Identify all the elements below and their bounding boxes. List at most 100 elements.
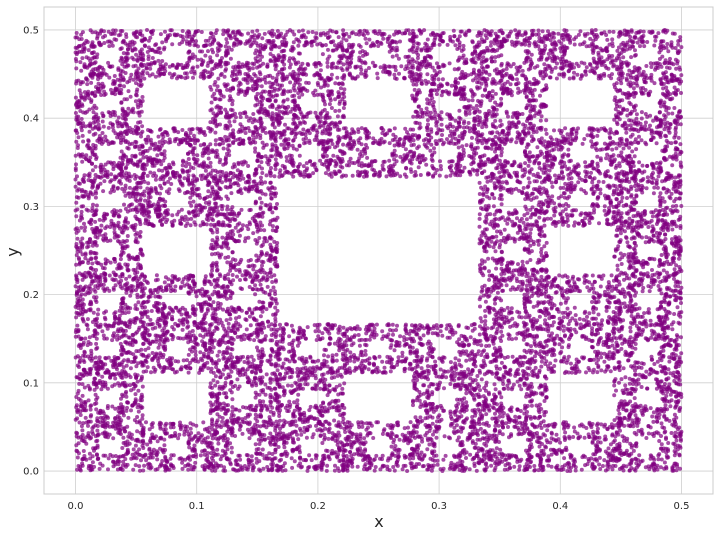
scatter-point bbox=[545, 216, 550, 221]
scatter-point bbox=[127, 185, 132, 190]
scatter-point bbox=[630, 149, 635, 154]
scatter-point bbox=[534, 32, 539, 37]
scatter-point bbox=[489, 463, 494, 468]
scatter-point bbox=[307, 408, 312, 413]
scatter-point bbox=[225, 87, 230, 92]
scatter-point bbox=[203, 274, 208, 279]
scatter-point bbox=[596, 357, 601, 362]
scatter-point bbox=[85, 317, 90, 322]
scatter-point bbox=[256, 437, 261, 442]
scatter-point bbox=[434, 435, 439, 440]
scatter-point bbox=[213, 142, 218, 147]
scatter-point bbox=[185, 358, 189, 363]
scatter-point bbox=[573, 313, 578, 318]
scatter-point bbox=[471, 67, 476, 72]
scatter-point bbox=[133, 232, 138, 237]
scatter-point bbox=[340, 386, 345, 391]
scatter-point bbox=[596, 342, 600, 347]
scatter-point bbox=[677, 452, 682, 457]
scatter-point bbox=[546, 29, 550, 34]
scatter-point bbox=[316, 334, 321, 339]
scatter-point bbox=[228, 123, 233, 128]
scatter-point bbox=[629, 314, 634, 318]
scatter-point bbox=[566, 223, 571, 228]
scatter-point bbox=[531, 28, 536, 33]
scatter-point bbox=[277, 45, 282, 50]
scatter-point bbox=[509, 306, 514, 311]
scatter-point bbox=[495, 290, 500, 295]
scatter-point bbox=[663, 237, 668, 241]
scatter-point bbox=[153, 325, 158, 330]
scatter-point bbox=[670, 327, 675, 332]
scatter-point bbox=[372, 468, 377, 473]
scatter-point bbox=[542, 62, 547, 67]
scatter-point bbox=[128, 76, 133, 80]
scatter-point bbox=[150, 421, 155, 426]
scatter-point bbox=[679, 335, 683, 340]
scatter-point bbox=[95, 424, 100, 428]
scatter-point bbox=[197, 370, 202, 375]
scatter-point bbox=[481, 55, 486, 60]
scatter-point bbox=[79, 128, 84, 133]
scatter-point bbox=[553, 358, 558, 363]
scatter-point bbox=[405, 469, 410, 473]
scatter-point bbox=[289, 323, 294, 328]
scatter-point bbox=[196, 431, 201, 436]
scatter-point bbox=[311, 171, 316, 176]
scatter-point bbox=[282, 129, 286, 134]
scatter-point bbox=[91, 310, 96, 315]
scatter-point bbox=[436, 127, 441, 132]
scatter-point bbox=[214, 201, 218, 206]
scatter-point bbox=[209, 107, 214, 112]
scatter-point bbox=[297, 71, 302, 76]
scatter-point bbox=[138, 185, 143, 190]
scatter-point bbox=[230, 273, 235, 277]
scatter-point bbox=[228, 317, 233, 321]
scatter-point bbox=[84, 207, 89, 212]
scatter-point bbox=[584, 426, 589, 430]
scatter-point bbox=[380, 359, 385, 364]
scatter-point bbox=[257, 164, 262, 169]
scatter-point bbox=[523, 355, 527, 360]
scatter-point bbox=[112, 74, 117, 78]
scatter-point bbox=[150, 56, 155, 60]
scatter-point bbox=[589, 170, 593, 175]
scatter-point bbox=[123, 457, 128, 461]
scatter-point bbox=[408, 167, 413, 172]
scatter-point bbox=[435, 168, 439, 172]
scatter-point bbox=[333, 43, 337, 48]
scatter-point bbox=[608, 442, 613, 447]
scatter-point bbox=[501, 173, 506, 178]
scatter-point bbox=[482, 259, 487, 264]
scatter-point bbox=[73, 334, 78, 339]
scatter-point bbox=[139, 134, 143, 139]
scatter-point bbox=[80, 252, 85, 257]
scatter-point bbox=[631, 86, 636, 91]
scatter-point bbox=[672, 276, 676, 281]
scatter-point bbox=[139, 458, 143, 463]
scatter-point bbox=[272, 125, 277, 130]
scatter-point bbox=[249, 354, 254, 359]
scatter-point bbox=[232, 119, 237, 124]
scatter-point bbox=[544, 343, 549, 348]
scatter-point bbox=[364, 331, 369, 336]
scatter-point bbox=[85, 327, 90, 332]
scatter-point bbox=[625, 72, 630, 77]
scatter-point bbox=[263, 75, 268, 80]
scatter-point bbox=[554, 76, 559, 81]
scatter-point bbox=[109, 172, 114, 177]
scatter-point bbox=[337, 108, 342, 113]
scatter-point bbox=[221, 146, 226, 151]
scatter-point bbox=[624, 130, 629, 135]
scatter-point bbox=[89, 351, 94, 356]
scatter-point bbox=[83, 415, 88, 420]
scatter-point bbox=[206, 49, 210, 54]
scatter-point bbox=[678, 438, 683, 443]
scatter-point bbox=[678, 382, 683, 387]
scatter-point bbox=[514, 336, 518, 341]
scatter-point bbox=[273, 323, 278, 328]
scatter-point bbox=[617, 380, 621, 385]
scatter-point bbox=[136, 409, 141, 414]
scatter-point bbox=[595, 154, 600, 159]
